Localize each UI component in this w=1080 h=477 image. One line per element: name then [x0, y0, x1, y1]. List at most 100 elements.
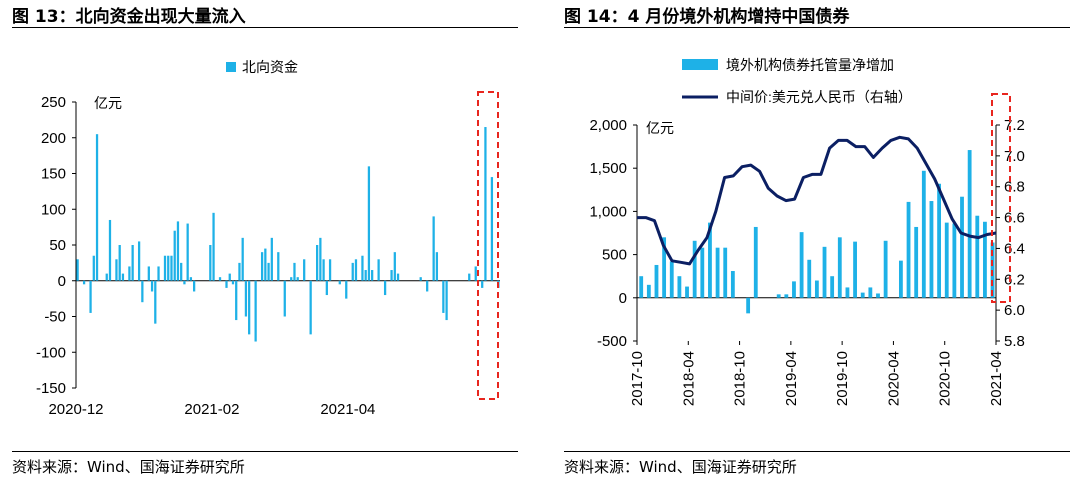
bar: [235, 280, 238, 321]
legend-swatch-northbound: [226, 62, 236, 72]
bar: [293, 262, 296, 281]
bar: [845, 287, 850, 298]
bar: [244, 280, 248, 317]
bar: [830, 276, 835, 298]
x-tick-label: 2018-04: [680, 351, 697, 406]
bar: [283, 280, 286, 317]
right-y-tick-label: 5.8: [1004, 333, 1025, 350]
bar: [646, 284, 651, 298]
bar: [163, 255, 167, 281]
bar: [883, 240, 888, 298]
bar: [82, 280, 86, 285]
legend-label-fx-line: 中间价:美元兑人民币（右轴）: [726, 89, 912, 105]
y-tick-label: -50: [44, 309, 66, 326]
left-source-note: 资料来源：Wind、国海证券研究所: [12, 458, 245, 476]
bar: [121, 273, 125, 281]
legend-label-northbound: 北向资金: [242, 59, 298, 75]
bar: [753, 226, 758, 298]
bar: [170, 255, 173, 281]
bar: [303, 259, 306, 281]
bar: [147, 266, 150, 281]
bar: [154, 280, 157, 324]
bar: [723, 247, 728, 298]
y-tick-label: -100: [36, 344, 66, 361]
bar: [876, 293, 880, 298]
y-tick-label: 250: [41, 94, 66, 111]
bar: [345, 280, 348, 299]
bar: [822, 246, 827, 298]
bar: [92, 255, 95, 281]
x-tick-label: 2017-10: [629, 351, 646, 406]
right-y-tick-label: 6.6: [1004, 210, 1025, 227]
bar: [426, 280, 429, 292]
left-figure-title: 图 13：北向资金出现大量流入: [12, 7, 246, 27]
bar: [309, 280, 312, 335]
x-tick-label: 2021-04: [988, 351, 1005, 406]
bar: [746, 297, 751, 314]
left-y-tick-label: 1,500: [589, 160, 627, 177]
left-y-tick-label: 500: [602, 247, 627, 264]
bar: [860, 292, 865, 298]
left-y-tick-label: 1,000: [589, 203, 627, 220]
bar: [853, 241, 857, 298]
bar: [639, 276, 644, 298]
bar: [662, 237, 667, 298]
bar: [264, 248, 267, 281]
bar: [484, 127, 487, 281]
bar: [921, 170, 926, 298]
bar: [442, 280, 445, 313]
bar: [354, 259, 358, 281]
bar: [669, 261, 674, 298]
bar: [209, 245, 212, 281]
bar: [393, 252, 396, 281]
bar: [290, 277, 293, 281]
bar: [248, 280, 251, 335]
bar: [914, 226, 919, 298]
right-y-tick-label: 6.4: [1004, 240, 1025, 257]
bar: [118, 245, 121, 281]
legend-swatch-bond-bar: [682, 59, 718, 70]
bar: [730, 271, 735, 298]
bar: [260, 252, 264, 281]
bar: [296, 277, 299, 281]
bar: [180, 262, 183, 281]
bar: [105, 273, 108, 281]
bar: [432, 216, 435, 281]
bar: [692, 240, 697, 298]
bar: [351, 262, 354, 281]
bar: [319, 237, 322, 281]
right-y-tick-label: 7.2: [1004, 117, 1025, 134]
bar: [654, 264, 659, 298]
right-top-rule: [564, 27, 1070, 28]
x-tick-label: 2019-04: [783, 351, 800, 406]
bar: [715, 247, 720, 298]
bar: [218, 277, 222, 281]
bar: [960, 196, 964, 298]
bar: [776, 294, 781, 298]
bar: [377, 259, 380, 281]
bar: [270, 237, 273, 281]
left-top-rule: [12, 27, 518, 28]
bar: [952, 223, 957, 298]
bar: [784, 294, 789, 298]
bar: [183, 280, 186, 285]
bar: [799, 232, 804, 298]
bar: [371, 270, 374, 281]
fx-rate-line: [637, 135, 997, 266]
x-tick-label: 2018-10: [732, 351, 749, 406]
left-y-tick-label: 0: [619, 290, 627, 307]
bar: [390, 270, 393, 281]
highlight-box: [991, 93, 1011, 303]
bar: [128, 266, 131, 281]
left-y-tick-label: 2,000: [589, 117, 627, 134]
right-y-tick-label: 7.0: [1004, 148, 1025, 165]
bar: [150, 280, 154, 292]
right-bottom-rule: [564, 451, 1070, 452]
y-tick-label: 200: [41, 130, 66, 147]
right-y-tick-label: 6.0: [1004, 302, 1025, 319]
bar: [89, 280, 92, 313]
bar: [944, 222, 949, 298]
x-tick-label: 2020-12: [48, 401, 103, 418]
bar: [238, 262, 241, 281]
